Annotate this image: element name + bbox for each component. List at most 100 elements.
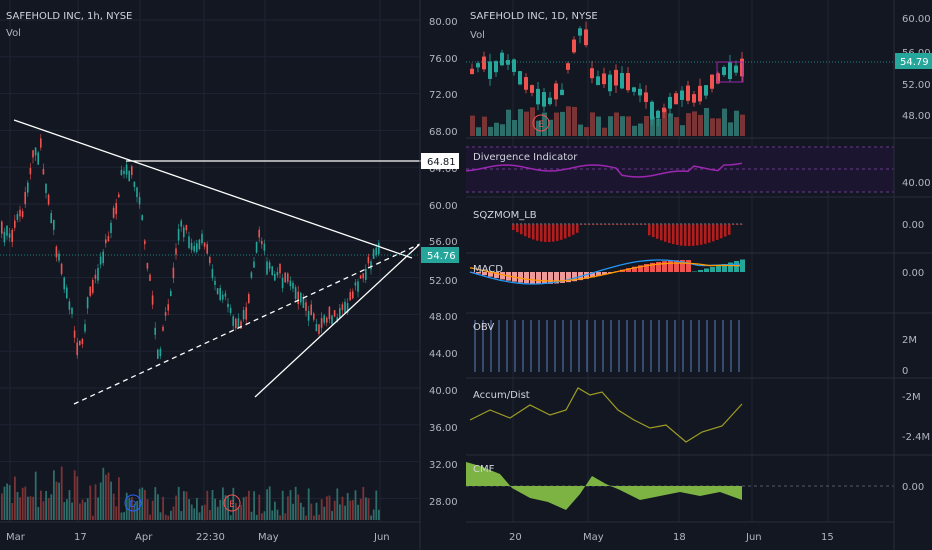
squeeze-dot xyxy=(552,223,554,225)
left-last-price-label: 54.76 xyxy=(427,251,456,262)
candle-body xyxy=(138,197,141,205)
macd-hist-bar xyxy=(542,272,547,284)
candle-body xyxy=(638,88,642,96)
right-last-price-label: 54.79 xyxy=(900,57,929,68)
breakout-trendline[interactable] xyxy=(254,243,421,398)
candle-body xyxy=(19,209,21,217)
volume-bar xyxy=(167,515,170,520)
volume-bar xyxy=(81,499,84,520)
volume-bar xyxy=(255,514,258,520)
macd-hist-bar xyxy=(740,259,745,272)
macd-hist-bar xyxy=(716,265,721,272)
volume-bar xyxy=(170,510,172,520)
volume-bar xyxy=(141,487,144,520)
volume-bar xyxy=(518,109,523,136)
volume-bar xyxy=(240,504,242,520)
macd-hist-bar xyxy=(476,272,481,274)
volume-bar xyxy=(227,495,229,520)
right-chart[interactable]: SAFEHOLD INC, 1D, NYSE Vol E Divergence … xyxy=(465,0,932,522)
volume-bar xyxy=(89,485,92,520)
obv-bars xyxy=(474,320,740,372)
lower-dashed-trendline[interactable] xyxy=(73,243,421,405)
left-time-tick: May xyxy=(258,532,279,543)
volume-bar xyxy=(60,466,63,520)
right-time-axis[interactable]: 20 May 18 Jun 15 xyxy=(466,521,894,543)
squeeze-dot xyxy=(592,223,594,225)
macd-hist-bar xyxy=(500,272,505,280)
left-price-axis[interactable]: 80.00 76.00 72.00 68.00 64.00 60.00 56.0… xyxy=(419,0,459,550)
volume-bar xyxy=(728,122,733,136)
left-price-tick: 68.00 xyxy=(429,127,458,138)
left-time-axis[interactable]: Mar 17 Apr 22:30 May Jun xyxy=(0,521,420,543)
volume-bar xyxy=(536,120,541,136)
volume-bar xyxy=(177,486,180,520)
volume-bar xyxy=(271,510,274,520)
candle-body xyxy=(164,312,167,316)
candle-body xyxy=(203,242,206,247)
volume-bar xyxy=(42,501,45,520)
indicator-label-cmf: CMF xyxy=(473,464,495,475)
volume-bar xyxy=(268,486,271,520)
candle-body xyxy=(71,307,73,314)
macd-hist-bar xyxy=(626,268,631,272)
earnings-marker[interactable]: E xyxy=(223,494,241,512)
candle-body xyxy=(476,63,480,68)
right-time-tick: 18 xyxy=(673,532,686,543)
right-time-tick: May xyxy=(583,532,604,543)
candle-body xyxy=(359,275,362,279)
candle-body xyxy=(698,85,702,102)
candle-body xyxy=(722,66,726,75)
squeeze-dot xyxy=(700,223,702,225)
macd-hist-bar xyxy=(650,262,655,272)
upper-trendline[interactable] xyxy=(13,119,413,259)
cmf-area xyxy=(466,462,742,510)
left-chart[interactable]: SAFEHOLD INC, 1h, NYSE Vol D E xyxy=(0,0,422,522)
candle-body xyxy=(99,256,102,265)
momentum-bar xyxy=(704,224,707,244)
squeeze-dot xyxy=(596,223,598,225)
volume-bar xyxy=(662,108,667,136)
macd-hist-bar xyxy=(668,260,673,272)
left-candles[interactable] xyxy=(1,133,380,360)
macd-histogram xyxy=(470,259,745,284)
candle-body xyxy=(710,74,714,89)
candle-body xyxy=(188,236,190,249)
right-price-axis[interactable]: 60.00 56.00 52.00 48.00 54.79 40.00 0.00… xyxy=(893,0,932,550)
right-time-tick: 15 xyxy=(821,532,834,543)
candle-body xyxy=(214,280,216,286)
momentum-bar xyxy=(660,224,663,241)
squeeze-dot xyxy=(600,223,602,225)
momentum-bar xyxy=(564,224,567,239)
squeeze-dot xyxy=(620,223,622,225)
candle-body xyxy=(211,269,214,278)
volume-bar xyxy=(263,511,266,520)
right-earnings-marker-label: E xyxy=(538,120,544,130)
left-last-price-badge xyxy=(421,247,459,263)
momentum-bar xyxy=(532,224,535,240)
right-earnings-marker[interactable]: E xyxy=(532,114,550,132)
macd-hist-bar xyxy=(698,270,703,272)
volume-bar xyxy=(482,116,487,136)
volume-bar xyxy=(250,511,253,520)
squeeze-dot xyxy=(660,223,662,225)
candle-body xyxy=(349,292,351,301)
macd-hist-bar xyxy=(524,272,529,284)
candle-body xyxy=(34,147,37,156)
candle-body xyxy=(8,233,11,238)
candle-body xyxy=(27,182,29,193)
volume-bar xyxy=(206,490,209,520)
volume-bar xyxy=(84,502,86,520)
candle-body xyxy=(162,326,164,331)
dividend-marker[interactable]: D xyxy=(124,494,142,512)
volume-bar xyxy=(118,477,120,520)
candle-body xyxy=(284,272,286,283)
squeeze-dot xyxy=(676,223,678,225)
left-price-tick: 36.00 xyxy=(429,423,458,434)
right-candles[interactable] xyxy=(470,21,744,127)
macd-hist-bar xyxy=(644,264,649,272)
highlight-box[interactable] xyxy=(716,61,744,83)
volume-bar xyxy=(548,119,553,136)
candle-body xyxy=(201,233,203,244)
candle-body xyxy=(596,76,600,86)
